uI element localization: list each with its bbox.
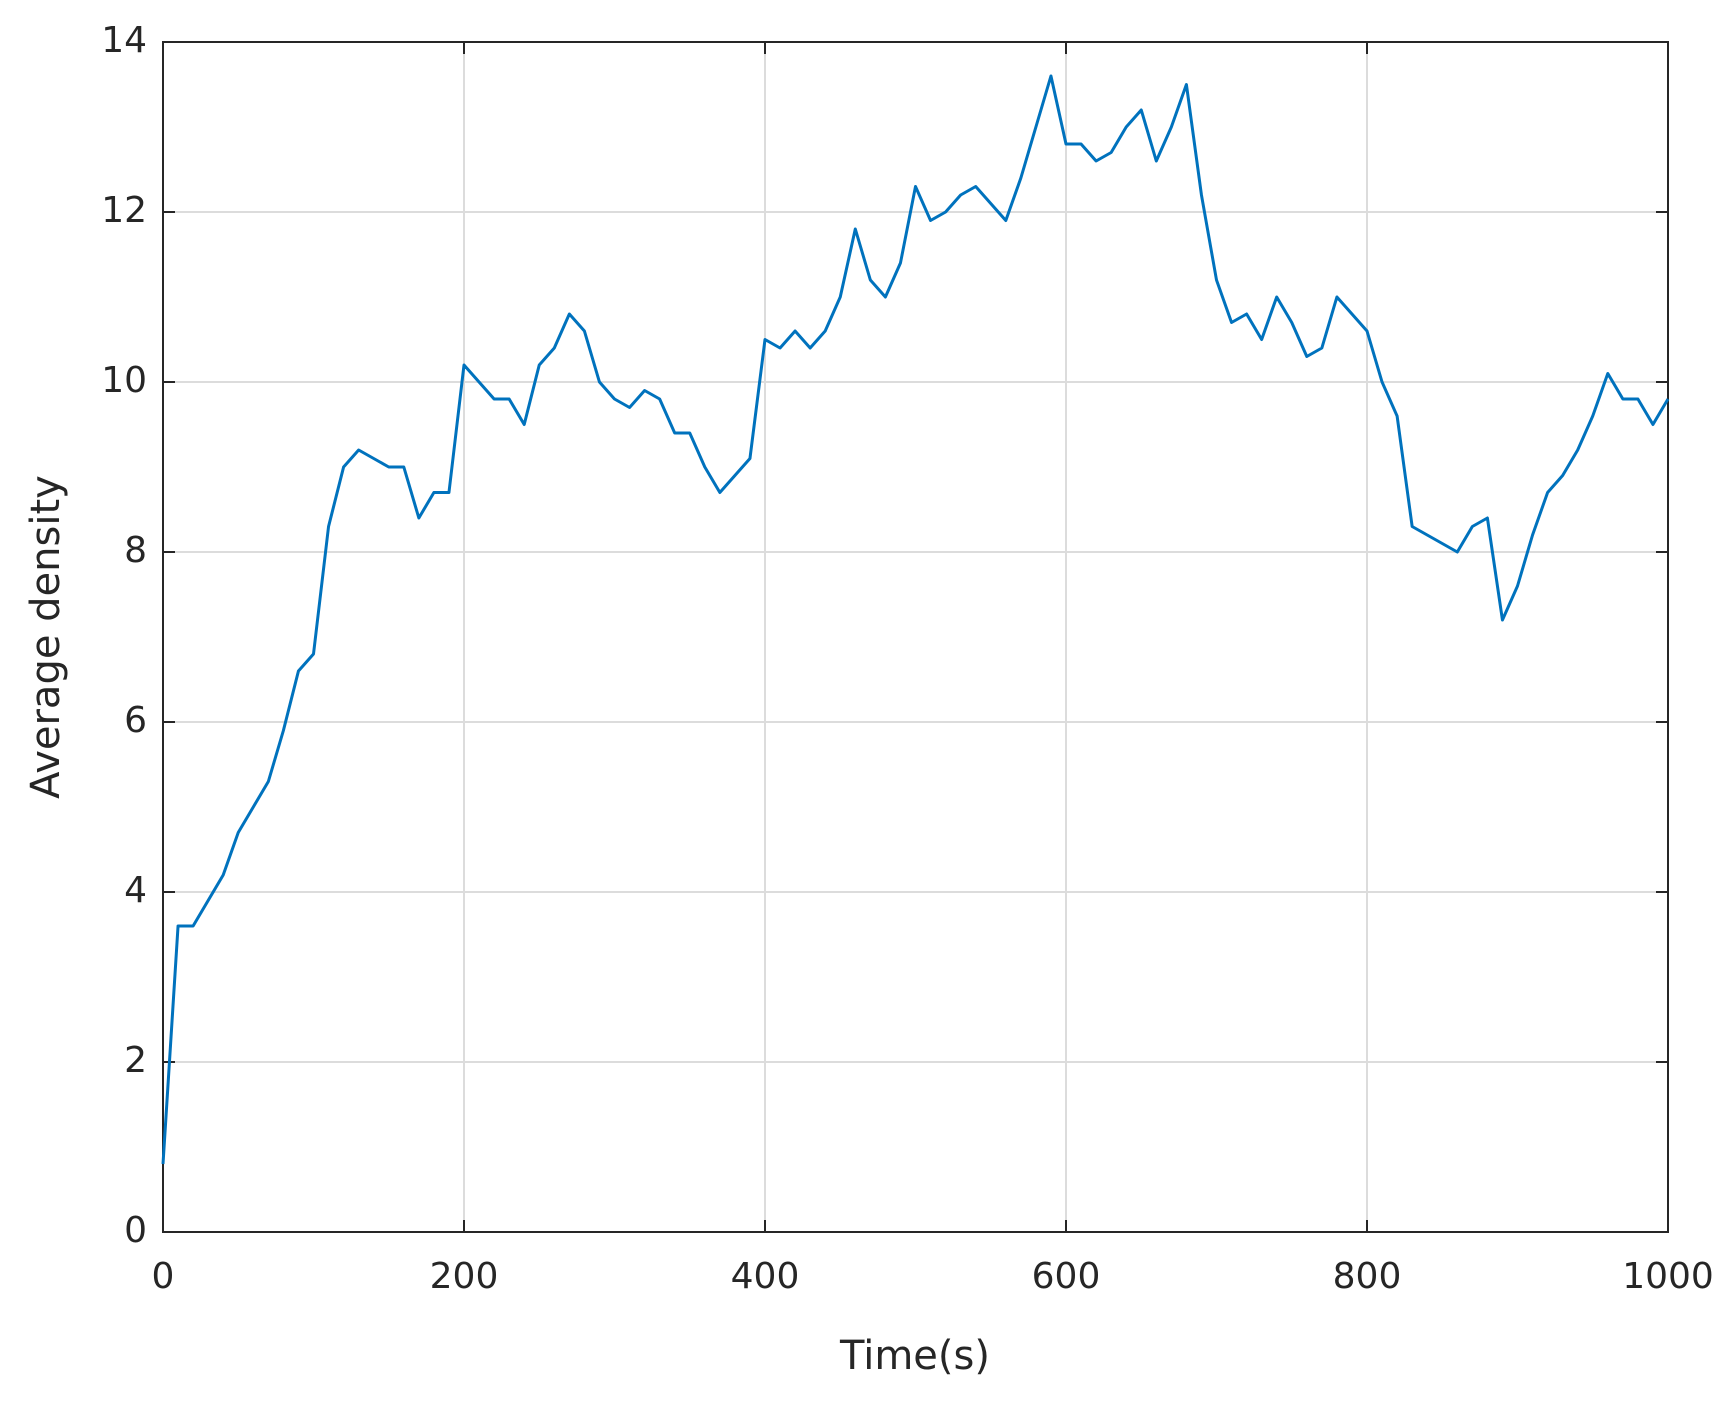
y-tick-label: 12 xyxy=(101,190,147,231)
plot-frame xyxy=(162,41,1669,1233)
x-tick-label: 1000 xyxy=(1622,1256,1714,1297)
x-tick-label: 0 xyxy=(152,1256,175,1297)
x-tick-label: 800 xyxy=(1333,1256,1402,1297)
y-tick-label: 2 xyxy=(124,1040,147,1081)
data-line xyxy=(161,74,1670,1165)
x-tick-label: 600 xyxy=(1032,1256,1101,1297)
x-tick-label: 400 xyxy=(731,1256,800,1297)
x-axis-label: Time(s) xyxy=(839,1333,990,1379)
y-axis-label: Average density xyxy=(23,475,69,799)
x-tick-label: 200 xyxy=(430,1256,499,1297)
y-tick-label: 6 xyxy=(124,700,147,741)
y-tick-label: 8 xyxy=(124,530,147,571)
y-tick-label: 4 xyxy=(124,870,147,911)
y-tick-label: 10 xyxy=(101,360,147,401)
y-tick-label: 14 xyxy=(101,20,147,61)
y-tick-label: 0 xyxy=(124,1210,147,1251)
